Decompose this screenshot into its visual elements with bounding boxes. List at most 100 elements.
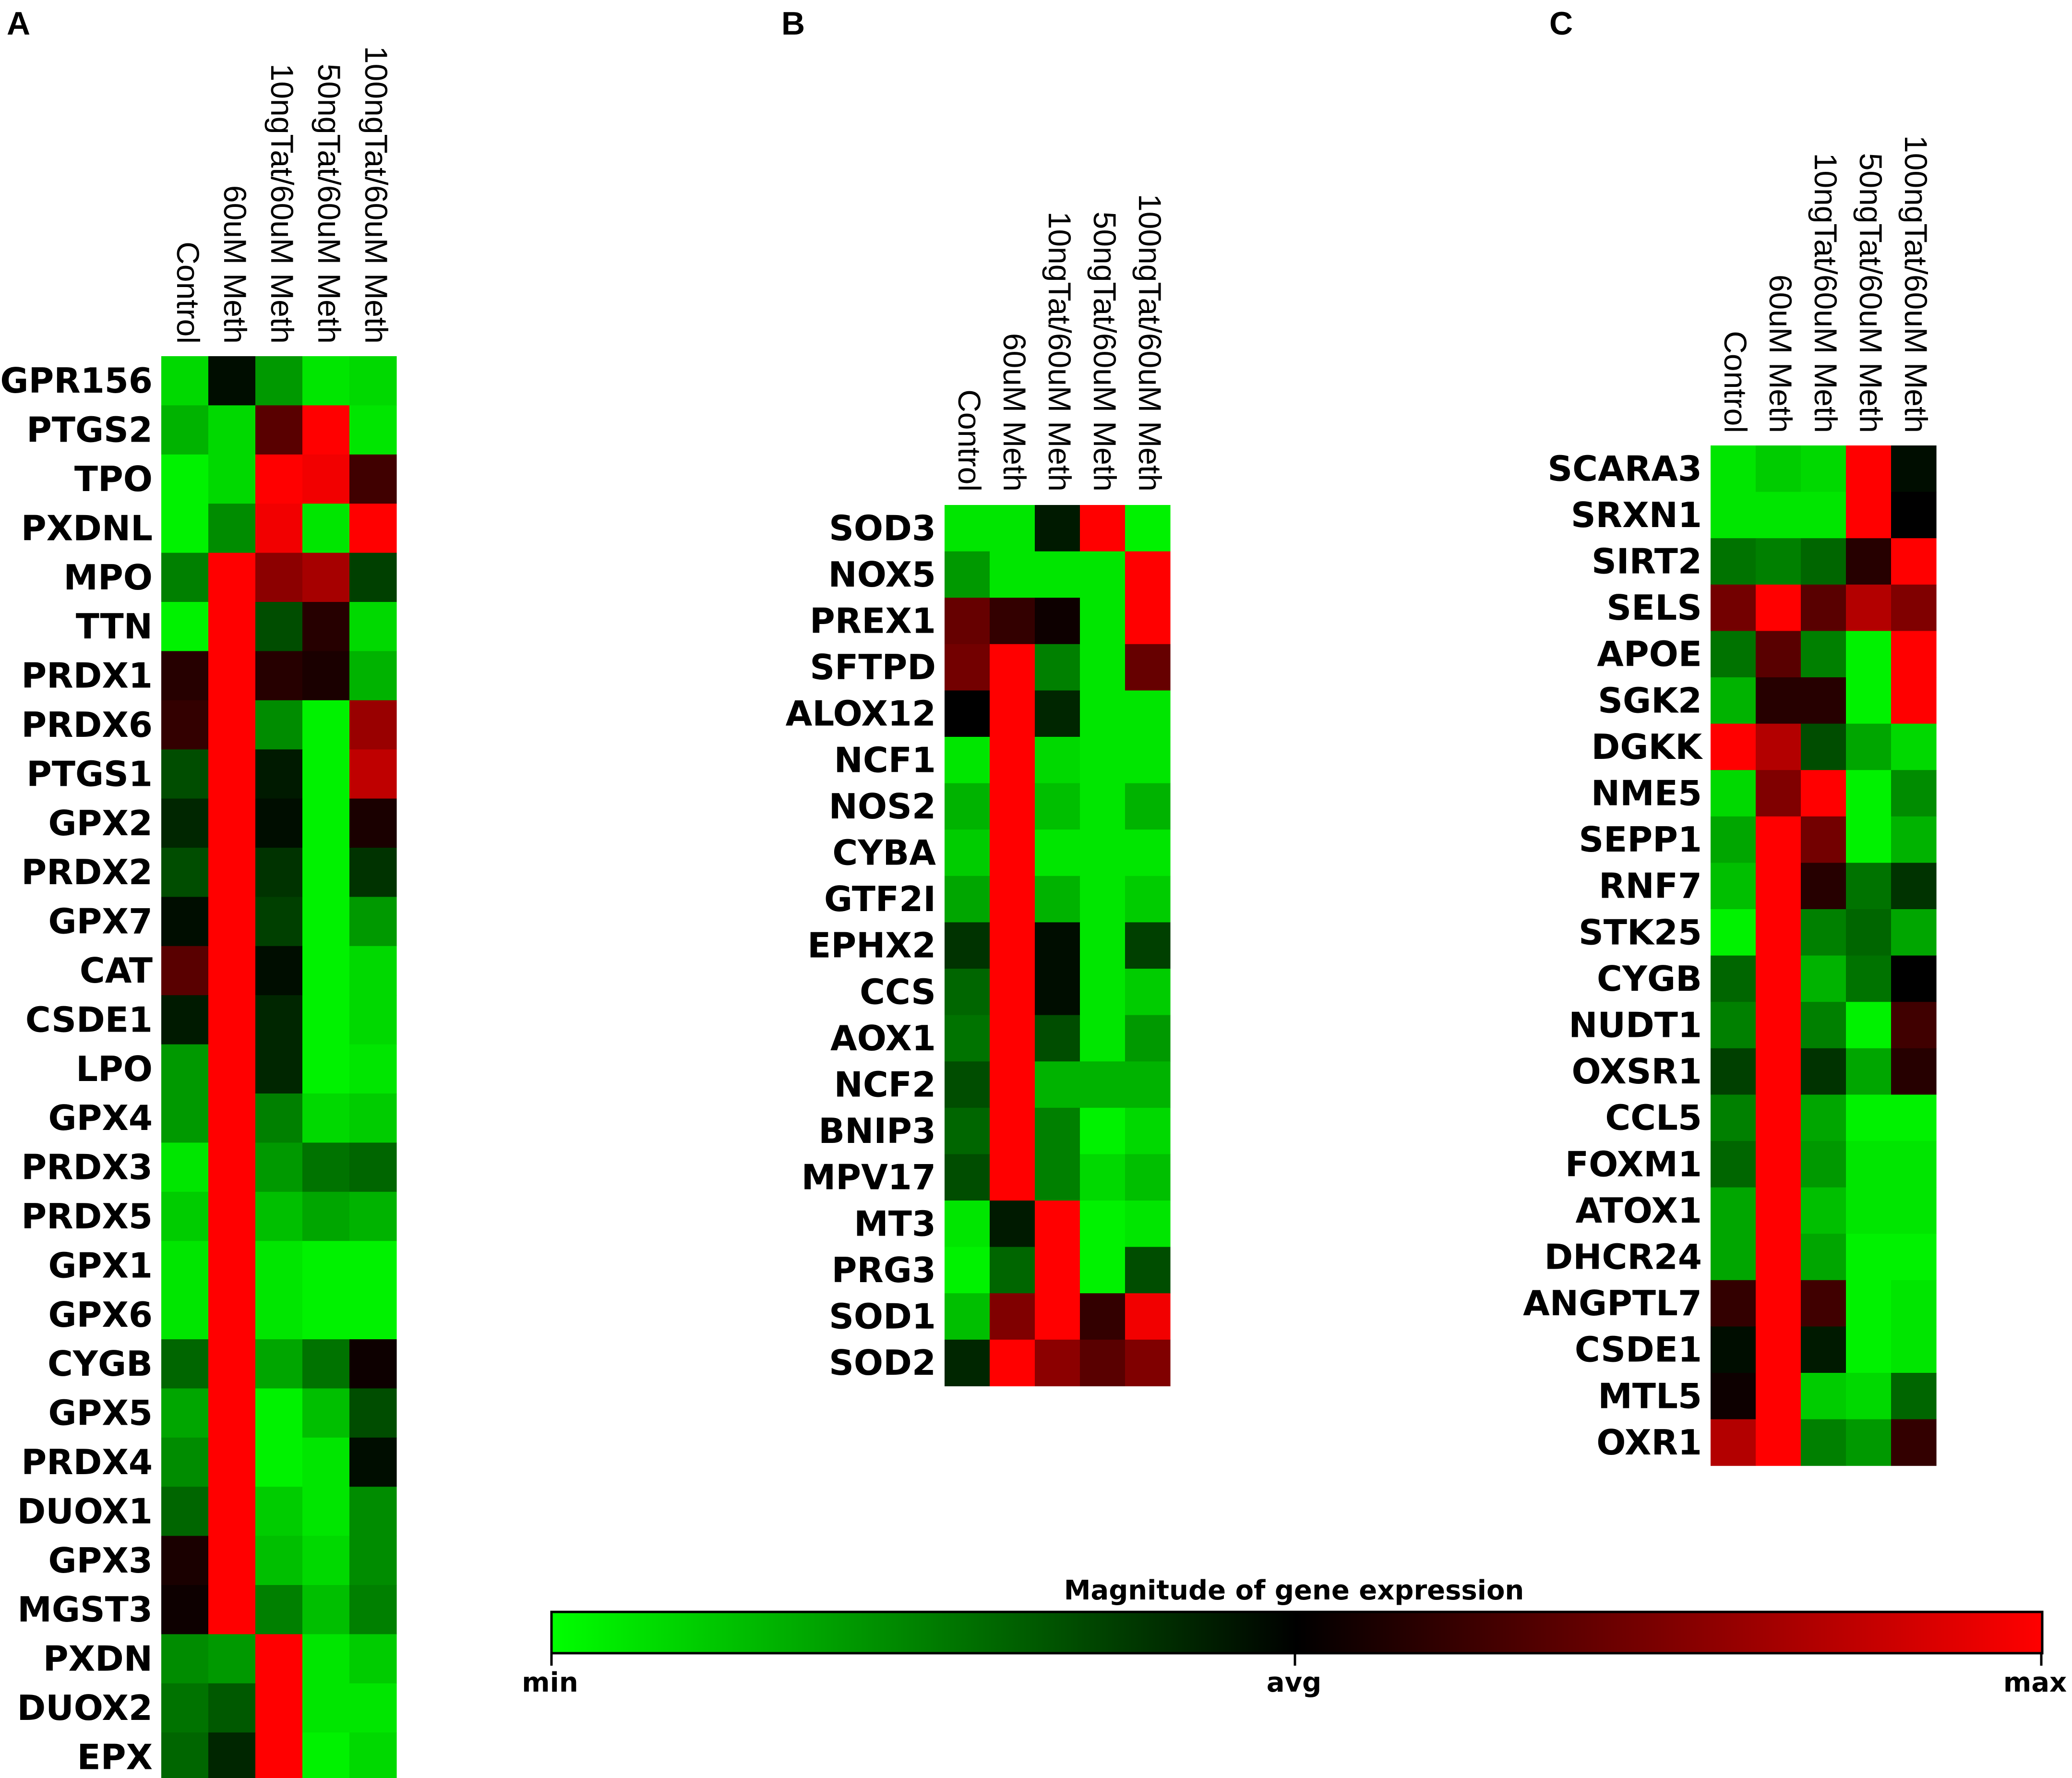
heatmap-cell-a-prdx1-3 bbox=[255, 651, 303, 701]
heatmap-cell-b-prg3-2 bbox=[990, 1247, 1035, 1294]
heatmap-cell-b-mt3-2 bbox=[990, 1201, 1035, 1248]
heatmap-cell-a-prdx3-5 bbox=[349, 1142, 397, 1192]
heatmap-cell-b-ncf1-1 bbox=[945, 737, 990, 784]
heatmap-cell-a-gpx7-3 bbox=[255, 897, 303, 947]
heatmap-cell-c-apoe-3 bbox=[1801, 631, 1846, 678]
heatmap-cell-b-sod3-4 bbox=[1080, 505, 1126, 552]
heatmap-cell-a-gpx3-3 bbox=[255, 1536, 303, 1586]
heatmap-cell-c-sgk2-2 bbox=[1756, 677, 1801, 724]
heatmap-cell-a-prdx1-5 bbox=[349, 651, 397, 701]
heatmap-cell-a-pxdn-1 bbox=[161, 1634, 209, 1684]
heatmap-cell-c-apoe-4 bbox=[1846, 631, 1892, 678]
heatmap-cell-a-gpx4-4 bbox=[302, 1093, 350, 1143]
heatmap-cell-c-sirt2-2 bbox=[1756, 538, 1801, 585]
heatmap-cell-a-epx-2 bbox=[208, 1732, 256, 1778]
heatmap-cell-a-gpx2-5 bbox=[349, 798, 397, 848]
heatmap-cell-c-stk25-3 bbox=[1801, 909, 1846, 956]
heatmap-cell-c-nme5-1 bbox=[1711, 770, 1756, 817]
heatmap-cell-a-lpo-5 bbox=[349, 1044, 397, 1094]
heatmap-cell-a-pxdn-3 bbox=[255, 1634, 303, 1684]
heatmap-cell-a-cygb-5 bbox=[349, 1339, 397, 1389]
heatmap-cell-c-sepp1-2 bbox=[1756, 816, 1801, 863]
heatmap-cell-b-ephx2-2 bbox=[990, 922, 1035, 969]
row-label-a-prdx5: PRDX5 bbox=[21, 1196, 153, 1237]
heatmap-cell-b-sftpd-2 bbox=[990, 644, 1035, 691]
row-label-b-prex1: PREX1 bbox=[810, 601, 936, 641]
heatmap-cell-a-prdx4-5 bbox=[349, 1437, 397, 1487]
heatmap-cell-b-sod3-1 bbox=[945, 505, 990, 552]
heatmap-cell-a-prdx3-2 bbox=[208, 1142, 256, 1192]
heatmap-cell-a-prdx6-2 bbox=[208, 700, 256, 750]
heatmap-cell-b-nos2-1 bbox=[945, 783, 990, 830]
heatmap-cell-a-prdx5-5 bbox=[349, 1191, 397, 1241]
heatmap-cell-c-angptl7-5 bbox=[1891, 1280, 1937, 1327]
panel-label-b: B bbox=[781, 5, 805, 42]
heatmap-cell-c-rnf7-4 bbox=[1846, 863, 1892, 910]
heatmap-cell-a-cat-5 bbox=[349, 946, 397, 996]
heatmap-cell-b-ephx2-1 bbox=[945, 922, 990, 969]
heatmap-cell-a-mgst3-3 bbox=[255, 1585, 303, 1634]
heatmap-cell-b-alox12-3 bbox=[1035, 690, 1080, 737]
column-label-a-50ngtat-60um-meth: 50ngTat/60uM Meth bbox=[311, 64, 347, 344]
heatmap-cell-c-mtl5-3 bbox=[1801, 1373, 1846, 1420]
row-label-a-tpo: TPO bbox=[74, 459, 153, 499]
heatmap-cell-a-prdx6-3 bbox=[255, 700, 303, 750]
heatmap-cell-c-sgk2-1 bbox=[1711, 677, 1756, 724]
heatmap-cell-c-atox1-1 bbox=[1711, 1187, 1756, 1234]
row-label-c-cygb: CYGB bbox=[1597, 959, 1702, 999]
heatmap-cell-b-ccs-1 bbox=[945, 969, 990, 1016]
row-label-b-cyba: CYBA bbox=[832, 833, 936, 873]
heatmap-cell-b-bnip3-3 bbox=[1035, 1107, 1080, 1154]
heatmap-cell-b-ncf2-1 bbox=[945, 1061, 990, 1108]
heatmap-cell-c-oxsr1-4 bbox=[1846, 1048, 1892, 1095]
heatmap-cell-c-dgkk-4 bbox=[1846, 723, 1892, 770]
heatmap-cell-b-sod2-4 bbox=[1080, 1339, 1126, 1386]
heatmap-cell-a-prdx2-1 bbox=[161, 848, 209, 897]
row-label-c-apoe: APOE bbox=[1597, 634, 1702, 674]
heatmap-cell-a-gpx3-5 bbox=[349, 1536, 397, 1586]
row-label-a-gpx1: GPX1 bbox=[48, 1245, 153, 1285]
heatmap-cell-c-angptl7-4 bbox=[1846, 1280, 1892, 1327]
row-label-a-csde1: CSDE1 bbox=[25, 999, 153, 1040]
heatmap-panel-b: SOD3 NOX5 PREX1 SFTPD ALOX12 NCF1 NOS2 CYBA GTF2… bbox=[786, 194, 1171, 1386]
heatmap-cell-a-epx-3 bbox=[255, 1732, 303, 1778]
row-label-a-mpo: MPO bbox=[63, 557, 153, 598]
row-label-c-atox1: ATOX1 bbox=[1576, 1190, 1702, 1231]
heatmap-cell-b-alox12-1 bbox=[945, 690, 990, 737]
heatmap-cell-c-dhcr24-3 bbox=[1801, 1234, 1846, 1281]
row-label-a-pxdnl: PXDNL bbox=[21, 508, 153, 548]
heatmap-cell-b-sod1-5 bbox=[1125, 1293, 1171, 1340]
heatmap-cell-b-mt3-3 bbox=[1035, 1201, 1080, 1248]
heatmap-cell-a-gpx5-5 bbox=[349, 1388, 397, 1438]
heatmap-cell-a-gpx6-5 bbox=[349, 1290, 397, 1340]
heatmap-cell-c-sels-1 bbox=[1711, 584, 1756, 631]
row-label-b-sod1: SOD1 bbox=[829, 1297, 936, 1337]
heatmap-cell-a-gpx2-4 bbox=[302, 798, 350, 848]
row-label-a-prdx2: PRDX2 bbox=[21, 852, 153, 892]
heatmap-cell-a-pxdn-2 bbox=[208, 1634, 256, 1684]
row-label-c-mtl5: MTL5 bbox=[1598, 1376, 1702, 1416]
legend-gradient-bar bbox=[550, 1610, 2044, 1655]
heatmap-cell-a-ptgs2-3 bbox=[255, 405, 303, 455]
heatmap-cell-a-cygb-2 bbox=[208, 1339, 256, 1389]
heatmap-cell-a-epx-1 bbox=[161, 1732, 209, 1778]
heatmap-cell-a-prdx5-4 bbox=[302, 1191, 350, 1241]
heatmap-cell-c-csde1-1 bbox=[1711, 1326, 1756, 1373]
heatmap-cell-a-epx-4 bbox=[302, 1732, 350, 1778]
heatmap-cell-a-ptgs2-4 bbox=[302, 405, 350, 455]
heatmap-cell-b-aox1-1 bbox=[945, 1015, 990, 1062]
row-label-a-cygb: CYGB bbox=[48, 1344, 153, 1384]
heatmap-cell-c-angptl7-3 bbox=[1801, 1280, 1846, 1327]
row-label-b-nos2: NOS2 bbox=[829, 786, 936, 827]
heatmap-cell-a-gpx2-3 bbox=[255, 798, 303, 848]
heatmap-cell-b-prg3-1 bbox=[945, 1247, 990, 1294]
column-label-b-50ngtat-60um-meth: 50ngTat/60uM Meth bbox=[1087, 212, 1123, 492]
heatmap-cell-a-duox1-1 bbox=[161, 1487, 209, 1537]
heatmap-cell-c-sepp1-4 bbox=[1846, 816, 1892, 863]
heatmap-cell-b-sod2-5 bbox=[1125, 1339, 1171, 1386]
heatmap-cell-b-aox1-4 bbox=[1080, 1015, 1126, 1062]
heatmap-cell-b-cyba-1 bbox=[945, 829, 990, 877]
heatmap-cell-c-sirt2-3 bbox=[1801, 538, 1846, 585]
row-label-c-sepp1: SEPP1 bbox=[1579, 819, 1702, 860]
heatmap-cell-c-csde1-5 bbox=[1891, 1326, 1937, 1373]
